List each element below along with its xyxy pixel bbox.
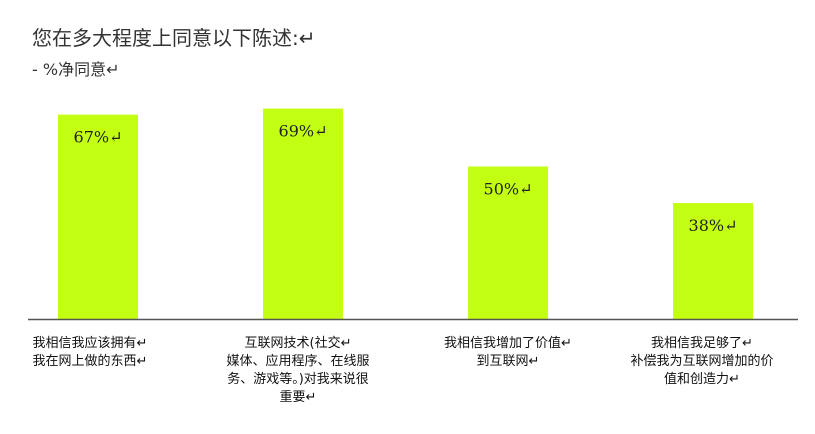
bar-value-label-1: 67%↵ bbox=[74, 128, 123, 147]
category-label-line: 我相信我增加了价值↵ bbox=[444, 336, 572, 351]
category-label-3: 我相信我增加了价值↵ 到互联网↵ bbox=[418, 335, 598, 371]
category-label-line: 值和创造力↵ bbox=[664, 372, 740, 387]
category-label-1: 我相信我应该拥有↵ 我在网上做的东西↵ bbox=[10, 335, 170, 371]
category-label-line: 媒体、应用程序、在线服 bbox=[226, 354, 370, 369]
category-label-line: 我相信我应该拥有↵ bbox=[32, 336, 148, 351]
category-label-2: 互联网技术(社交↵ 媒体、应用程序、在线服 务、游戏等。)对我来说很 重要↵ bbox=[198, 335, 398, 407]
bar-3 bbox=[468, 166, 548, 319]
category-label-line: 我相信我足够了↵ bbox=[651, 336, 753, 351]
category-label-line: 务、游戏等。)对我来说很 bbox=[227, 372, 369, 387]
bar-4 bbox=[673, 203, 753, 319]
category-label-line: 到互联网↵ bbox=[476, 354, 540, 369]
chart-title: 您在多大程度上同意以下陈述:↵ bbox=[32, 26, 316, 50]
category-label-line: 互联网技术(社交↵ bbox=[244, 336, 352, 351]
chart-subtitle: - %净同意↵ bbox=[32, 60, 120, 79]
category-label-line: 重要↵ bbox=[279, 390, 317, 405]
category-label-line: 我在网上做的东西↵ bbox=[32, 354, 148, 369]
bar-2 bbox=[263, 108, 343, 319]
bar-1 bbox=[58, 114, 138, 320]
bar-value-label-4: 38%↵ bbox=[689, 216, 738, 235]
category-label-line: 补偿我为互联网增加的价 bbox=[630, 354, 774, 369]
bar-value-label-2: 69%↵ bbox=[279, 122, 328, 141]
category-label-4: 我相信我足够了↵ 补偿我为互联网增加的价 值和创造力↵ bbox=[607, 335, 797, 389]
bar-value-label-3: 50%↵ bbox=[484, 180, 533, 199]
